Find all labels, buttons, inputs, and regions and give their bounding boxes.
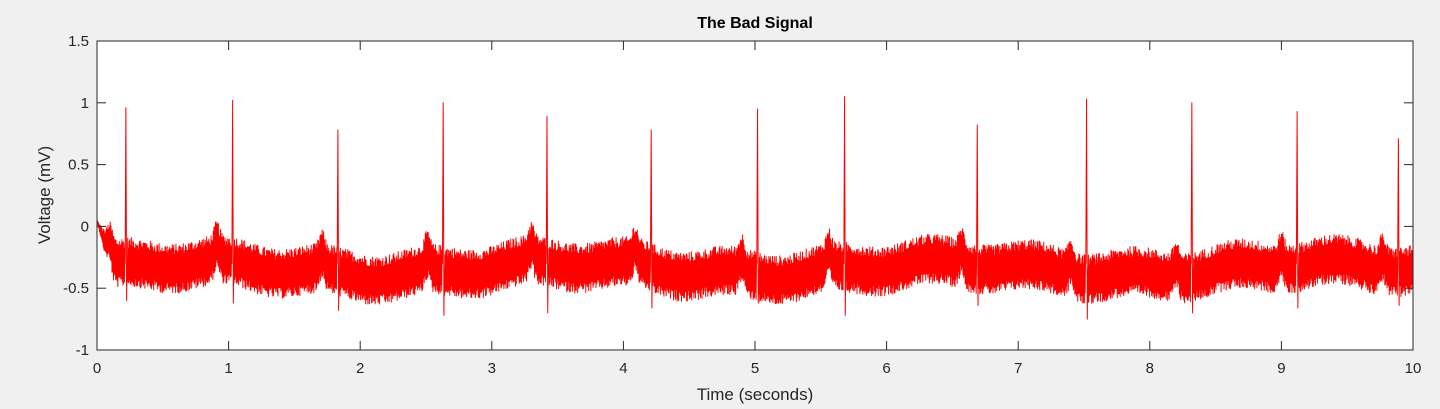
x-tick-label: 5: [751, 360, 759, 377]
x-tick-label: 0: [93, 360, 101, 377]
x-tick-label: 4: [619, 360, 627, 377]
x-axis-label: Time (seconds): [697, 385, 814, 404]
x-tick-label: 6: [882, 360, 890, 377]
y-tick-label: -0.5: [63, 280, 89, 297]
y-axis-label: Voltage (mV): [35, 146, 54, 244]
plot-area: [97, 41, 1413, 350]
y-tick-label: 1.5: [68, 33, 89, 50]
y-tick-label: 0.5: [68, 157, 89, 174]
y-tick-label: -1: [76, 342, 89, 359]
signal-line-series: [96, 96, 1414, 320]
x-tick-label: 10: [1405, 360, 1422, 377]
y-tick-label: 0: [81, 218, 89, 235]
x-tick-label: 3: [488, 360, 496, 377]
x-tick-label: 7: [1014, 360, 1022, 377]
x-tick-label: 2: [356, 360, 364, 377]
x-tick-label: 8: [1146, 360, 1154, 377]
chart-title: The Bad Signal: [697, 15, 813, 32]
x-tick-label: 1: [224, 360, 232, 377]
x-axis: 0 1 2 3 4 5 6 7 8 9 10: [93, 41, 1422, 377]
y-axis: -1 -0.5 0 0.5 1 1.5: [63, 33, 1413, 359]
x-tick-label: 9: [1277, 360, 1285, 377]
y-tick-label: 1: [81, 95, 89, 112]
